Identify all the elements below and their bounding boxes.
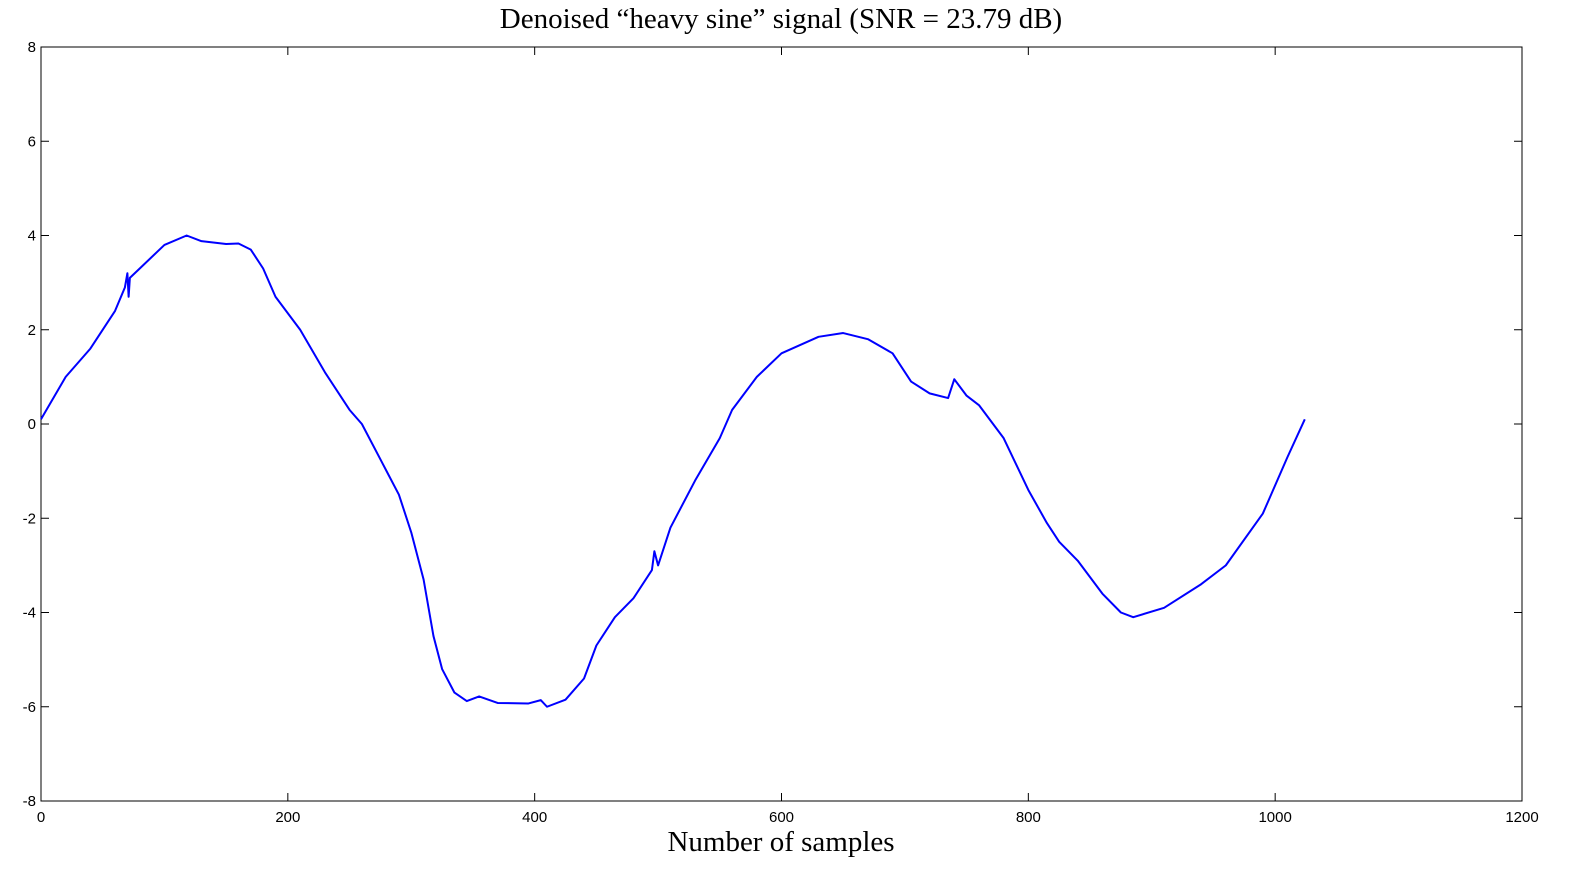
y-tick-label: 4 bbox=[28, 228, 36, 245]
x-axis-label: Number of samples bbox=[667, 826, 894, 858]
chart-title: Denoised “heavy sine” signal (SNR = 23.7… bbox=[500, 3, 1062, 35]
x-tick-label: 200 bbox=[275, 809, 300, 826]
y-tick-label: -4 bbox=[23, 605, 36, 622]
y-tick-label: -8 bbox=[23, 793, 36, 810]
x-tick-label: 1200 bbox=[1505, 809, 1538, 826]
x-tick-label: 600 bbox=[769, 809, 794, 826]
y-tick-label: 8 bbox=[28, 39, 36, 56]
x-tick-label: 800 bbox=[1016, 809, 1041, 826]
y-tick-label: 6 bbox=[28, 133, 36, 150]
x-tick-label: 400 bbox=[522, 809, 547, 826]
x-tick-label: 1000 bbox=[1258, 809, 1291, 826]
y-tick-label: 2 bbox=[28, 322, 36, 339]
x-tick-label: 0 bbox=[37, 809, 45, 826]
signal-line bbox=[40, 234, 1306, 708]
y-tick-label: 0 bbox=[28, 416, 36, 433]
y-tick-label: -6 bbox=[23, 699, 36, 716]
y-tick-label: -2 bbox=[23, 510, 36, 527]
plot-frame bbox=[40, 46, 1523, 802]
